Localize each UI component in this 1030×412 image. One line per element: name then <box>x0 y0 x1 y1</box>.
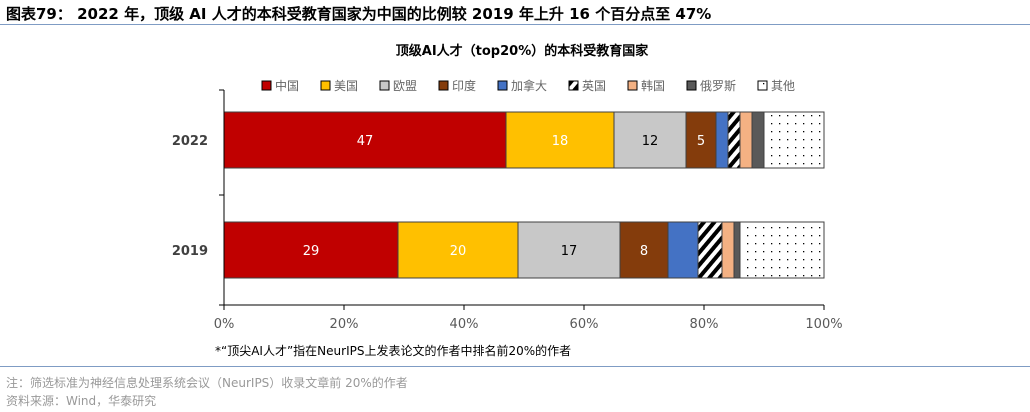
bar-segment <box>685 111 717 169</box>
data-label: 18 <box>552 134 569 149</box>
bar-segment <box>667 221 699 279</box>
legend-label: 其他 <box>771 79 795 93</box>
legend-swatch <box>757 80 768 91</box>
bar-segment <box>619 221 669 279</box>
chart-title: 顶级AI人才（top20%）的本科受教育国家 <box>396 43 649 59</box>
legend-swatch <box>379 80 390 91</box>
title-divider <box>0 24 1030 25</box>
legend-label: 美国 <box>334 79 358 93</box>
legend-label: 英国 <box>582 79 606 93</box>
data-label: 17 <box>561 244 578 259</box>
chart-annotation: *“顶尖AI人才”指在NeurIPS上发表论文的作者中排名前20%的作者 <box>215 343 571 358</box>
data-label: 12 <box>642 134 659 149</box>
x-tick-label: 100% <box>805 317 842 332</box>
notes-divider <box>0 366 1030 367</box>
bar-segment <box>727 111 741 169</box>
legend-label: 欧盟 <box>393 79 417 93</box>
category-label: 2022 <box>172 134 208 149</box>
data-label: 29 <box>303 244 320 259</box>
bar-segment <box>763 111 825 169</box>
legend-label: 韩国 <box>641 78 665 93</box>
legend-swatch <box>497 80 508 91</box>
data-label: 20 <box>450 244 467 259</box>
legend-swatch <box>627 80 638 91</box>
legend-label: 加拿大 <box>511 78 547 93</box>
x-tick-label: 40% <box>450 317 479 332</box>
bar-segment <box>739 111 753 169</box>
bar-segment <box>751 111 765 169</box>
bar-segment <box>697 221 723 279</box>
x-tick-label: 20% <box>330 317 359 332</box>
bar-segment <box>733 221 741 279</box>
bar-segment <box>397 221 519 279</box>
legend-swatch <box>438 80 449 91</box>
x-tick-label: 60% <box>570 317 599 332</box>
legend-label: 俄罗斯 <box>700 79 736 93</box>
bar-segment <box>739 221 825 279</box>
legend-swatch <box>320 80 331 91</box>
source-text: 资料来源：Wind，华泰研究 <box>6 394 157 408</box>
data-label: 8 <box>640 244 648 259</box>
bar-segment <box>613 111 687 169</box>
bar-segment <box>721 221 735 279</box>
legend-label: 中国 <box>275 78 299 93</box>
legend-swatch <box>568 80 579 91</box>
note-text: 注：筛选标准为神经信息处理系统会议（NeurIPS）收录文章前 20%的作者 <box>6 376 408 390</box>
data-label: 5 <box>697 134 705 149</box>
legend: 中国 美国 欧盟 印度 加拿大 英国 韩国 俄罗斯 其他 <box>261 78 795 93</box>
figure-title: 图表79： 2022 年，顶级 AI 人才的本科受教育国家为中国的比例较 201… <box>6 5 712 23</box>
bar-segment <box>505 111 615 169</box>
x-tick-label: 80% <box>690 317 719 332</box>
legend-label: 印度 <box>452 78 476 93</box>
bar-segment <box>715 111 729 169</box>
legend-swatch <box>686 80 697 91</box>
category-label: 2019 <box>172 244 208 259</box>
legend-swatch <box>261 80 272 91</box>
data-label: 47 <box>357 134 374 149</box>
x-tick-label: 0% <box>214 317 235 332</box>
bar-segment <box>517 221 621 279</box>
